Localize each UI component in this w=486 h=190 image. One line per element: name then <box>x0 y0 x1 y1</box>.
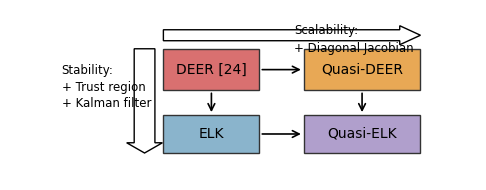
Text: Scalability:: Scalability: <box>294 24 358 37</box>
Polygon shape <box>163 26 420 45</box>
Text: ELK: ELK <box>199 127 224 141</box>
FancyBboxPatch shape <box>304 49 420 90</box>
Text: + Kalman filter: + Kalman filter <box>62 97 151 110</box>
FancyBboxPatch shape <box>163 49 260 90</box>
Text: Quasi-DEER: Quasi-DEER <box>321 63 403 77</box>
FancyBboxPatch shape <box>163 115 260 153</box>
Text: DEER [24]: DEER [24] <box>176 63 247 77</box>
Text: Quasi-ELK: Quasi-ELK <box>327 127 397 141</box>
FancyBboxPatch shape <box>304 115 420 153</box>
Text: Stability:: Stability: <box>62 64 113 77</box>
Text: + Trust region: + Trust region <box>62 81 145 94</box>
Text: + Diagonal Jacobian: + Diagonal Jacobian <box>294 42 414 55</box>
Polygon shape <box>127 49 162 153</box>
